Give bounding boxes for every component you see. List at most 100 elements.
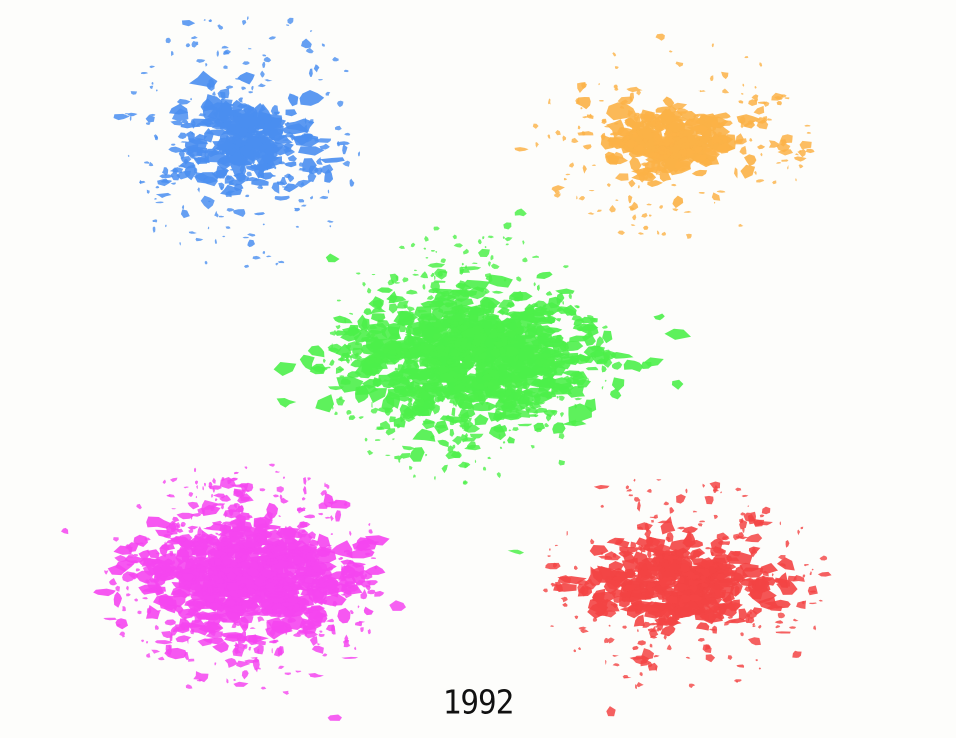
urban-patch (236, 637, 239, 640)
urban-patch (355, 621, 363, 627)
urban-patch (214, 238, 217, 244)
urban-patch (506, 312, 509, 316)
urban-patch (272, 494, 279, 498)
urban-patch (453, 400, 455, 407)
urban-patch (377, 320, 385, 323)
urban-patch (462, 362, 474, 369)
urban-patch (804, 124, 811, 127)
urban-patch (695, 622, 710, 631)
urban-patch (308, 68, 313, 77)
urban-patch (491, 341, 508, 348)
urban-patch (672, 603, 676, 608)
urban-patch (451, 327, 460, 333)
urban-patch (114, 555, 129, 562)
urban-patch (146, 516, 172, 529)
urban-patch (490, 254, 494, 261)
urban-patch (794, 156, 807, 162)
urban-patch (711, 43, 714, 48)
urban-patch (138, 542, 144, 545)
urban-patch (628, 179, 636, 188)
urban-patch (713, 488, 719, 492)
urban-patch (257, 616, 265, 623)
urban-patch (388, 395, 412, 402)
urban-patch (211, 91, 216, 96)
urban-patch (738, 100, 744, 104)
urban-patch (601, 325, 608, 329)
urban-patch (219, 590, 230, 596)
urban-patch (592, 617, 598, 622)
urban-patch (407, 401, 412, 408)
urban-patch (490, 263, 500, 269)
urban-cluster-orange (514, 33, 815, 239)
urban-patch (589, 324, 595, 327)
urban-patch (604, 125, 611, 128)
urban-patch (560, 361, 571, 364)
urban-patch (301, 574, 318, 589)
urban-patch (414, 330, 421, 336)
urban-patch (484, 246, 487, 249)
urban-patch (587, 377, 589, 383)
urban-patch (688, 594, 704, 602)
urban-patch (726, 557, 740, 562)
urban-patch (665, 536, 671, 542)
urban-patch (576, 305, 580, 309)
urban-patch (309, 636, 318, 646)
urban-patch (439, 294, 446, 299)
urban-patch (562, 265, 569, 269)
urban-patch (427, 318, 431, 322)
urban-patch (656, 589, 666, 600)
urban-patch (197, 535, 204, 545)
urban-patch (598, 100, 604, 102)
urban-patch (507, 549, 525, 555)
urban-patch (349, 178, 355, 187)
urban-patch (524, 328, 536, 338)
urban-patch (712, 589, 727, 599)
urban-patch (168, 644, 172, 649)
urban-patch (283, 173, 291, 179)
urban-patch (257, 169, 264, 178)
urban-patch (581, 82, 587, 89)
urban-patch (772, 180, 777, 185)
urban-patch (303, 514, 315, 519)
urban-patch (248, 595, 251, 601)
urban-patch (490, 359, 504, 373)
urban-patch (589, 113, 592, 118)
urban-patch (399, 323, 407, 333)
urban-patch (176, 512, 194, 520)
urban-patch (475, 344, 481, 348)
urban-patch (125, 544, 132, 550)
urban-patch (610, 388, 622, 400)
urban-patch (575, 97, 580, 104)
urban-patch (261, 541, 269, 546)
urban-patch (370, 557, 377, 559)
urban-patch (247, 16, 249, 21)
urban-patch (619, 105, 625, 109)
urban-patch (238, 97, 244, 103)
urban-patch (517, 409, 530, 418)
urban-patch (259, 488, 266, 492)
urban-patch (245, 194, 250, 198)
urban-patch (169, 520, 180, 531)
urban-patch (268, 545, 274, 550)
urban-patch (273, 545, 285, 553)
urban-patch (582, 332, 596, 346)
urban-patch (508, 366, 514, 372)
urban-patch (638, 545, 643, 551)
urban-patch (742, 567, 763, 578)
urban-patch (432, 333, 441, 341)
urban-cluster-red (542, 478, 832, 717)
urban-patch (461, 376, 468, 384)
urban-patch (606, 706, 616, 717)
urban-patch (740, 512, 746, 516)
urban-patch (319, 574, 332, 579)
urban-patch (489, 348, 501, 359)
urban-patch (183, 617, 187, 622)
urban-patch (224, 578, 233, 582)
urban-patch (704, 495, 714, 505)
urban-patch (608, 624, 611, 627)
urban-patch (558, 459, 565, 466)
urban-patch (145, 114, 155, 123)
urban-patch (364, 370, 370, 377)
urban-patch (445, 450, 461, 460)
urban-patch (203, 603, 208, 606)
